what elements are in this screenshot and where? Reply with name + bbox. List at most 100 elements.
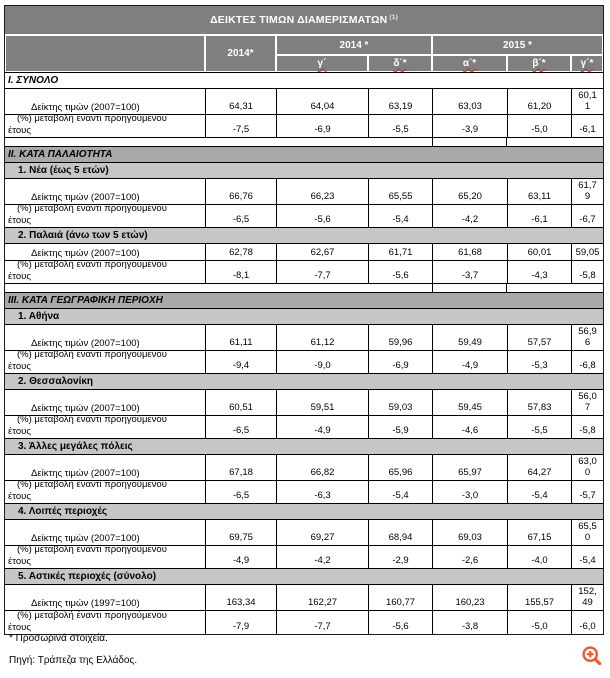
index-row-value: 160,23 — [455, 597, 485, 609]
index-row-value-cell: 65,97 — [432, 455, 507, 480]
source-note: Πηγή: Τράπεζα της Ελλάδος. — [9, 655, 138, 666]
index-row-value: 163,34 — [226, 597, 256, 609]
index-row-value: 57,83 — [527, 402, 552, 414]
pct-change-row-value-cell: -5,0 — [507, 115, 571, 137]
pct-change-row-value: -5,4 — [531, 490, 548, 502]
index-row-label-text: Δείκτης τιμών (2007=100) — [31, 338, 140, 349]
index-row-value: 160,77 — [385, 597, 416, 609]
index-row-value-cell: 59,96 — [368, 325, 432, 350]
pct-row-label: (%) μεταβολή έναντι προηγούμενου έτους — [5, 205, 205, 227]
pct-change-row-value: -5,6 — [314, 214, 331, 226]
index-row-value: 59,03 — [388, 402, 413, 414]
pct-change-row-value-cell: -5,4 — [368, 481, 432, 503]
index-row-value: 65,96 — [388, 467, 413, 479]
index-row-value: 64,27 — [527, 467, 552, 479]
col-header-2015-q3: γ´* — [571, 55, 603, 72]
subsection-header: 1. Νέα (έως 5 ετών) — [5, 163, 603, 179]
pct-row-label-text: (%) μεταβολή έναντι προηγούμενου έτους — [8, 481, 167, 502]
pct-row-label-text: (%) μεταβολή έναντι προηγούμενου έτους — [8, 205, 167, 226]
index-row-label: Δείκτης τιμών (2007=100) — [5, 179, 205, 204]
pct-change-row-value: -4,3 — [531, 270, 548, 282]
pct-change-row-value-cell: -6,1 — [507, 205, 571, 227]
spacer-cell — [432, 284, 507, 292]
index-row-label-text: Δείκτης τιμών (1997=100) — [31, 598, 140, 609]
index-row-value: 69,03 — [458, 532, 482, 544]
index-row-value-cell: 64,27 — [507, 455, 571, 480]
index-row-value: 65,97 — [458, 467, 482, 479]
index-row-label-text: Δείκτης τιμών (2007=100) — [31, 468, 140, 479]
pct-change-row-value-cell: -6,3 — [276, 481, 368, 503]
subsection-header: 1. Αθήνα — [5, 309, 603, 325]
index-row-value: 66,76 — [229, 191, 253, 203]
col-header-2014-q3-label: γ´ — [317, 58, 327, 69]
index-row-value: 162,27 — [307, 597, 338, 609]
pct-change-row-value-cell: -6,5 — [205, 205, 276, 227]
pct-change-row-value-cell: -4,6 — [432, 416, 507, 438]
pct-change-row-value-cell: -6,7 — [571, 205, 603, 227]
pct-change-row-value-cell: -3,7 — [432, 261, 507, 283]
index-row-value-cell: 57,83 — [507, 390, 571, 415]
row-label-header-cell — [5, 35, 205, 72]
index-row-value: 67,18 — [229, 467, 253, 479]
index-row-value: 61,68 — [458, 247, 482, 259]
apartment-price-index-table: ΔΕΙΚΤΕΣ ΤΙΜΩΝ ΔΙΑΜΕΡΙΣΜΑΤΩΝ (1) 2014* 20… — [4, 5, 604, 635]
pct-change-row-value-cell: -3,8 — [432, 611, 507, 634]
index-row-value-cell: 59,05 — [571, 244, 603, 260]
index-row-label: Δείκτης τιμών (2007=100) — [5, 89, 205, 114]
pct-change-row-value: -6,1 — [579, 124, 596, 136]
col-header-2014-annual: 2014* — [205, 35, 276, 72]
pct-change-row: (%) μεταβολή έναντι προηγούμενου έτους -6… — [5, 416, 603, 439]
index-row: Δείκτης τιμών (2007=100) 66,76 66,23 65,55 6… — [5, 179, 603, 205]
table-column-headers: 2014* 2014 * 2015 * γ´ δ´* α´* β´* γ´* — [5, 35, 603, 72]
index-row: Δείκτης τιμών (2007=100) 64,31 64,04 63,19 6… — [5, 89, 603, 115]
pct-change-row-value-cell: -5,9 — [368, 416, 432, 438]
index-row-value: 66,23 — [310, 191, 335, 203]
index-row-value: 61,71 — [388, 247, 413, 259]
pct-change-row-value-cell: -5,0 — [507, 611, 571, 634]
col-header-2015-q1: α´* — [432, 55, 507, 72]
pct-row-label-text: (%) μεταβολή έναντι προηγούμενου έτους — [8, 416, 167, 437]
subsection-header: 4. Λοιπές περιοχές — [5, 504, 603, 520]
pct-change-row-value-cell: -6,1 — [571, 115, 603, 137]
index-row-value: 152, 49 — [578, 586, 597, 609]
index-row-value-cell: 69,03 — [432, 520, 507, 545]
pct-change-row-value: -7,5 — [232, 124, 250, 136]
pct-change-row-value: -6,9 — [314, 124, 331, 136]
pct-change-row-value-cell: -5,4 — [571, 546, 603, 568]
subsection-header-label: 3. Άλλες μεγάλες πόλεις — [18, 441, 133, 452]
pct-change-row-value-cell: -5,3 — [507, 351, 571, 373]
index-row-value-cell: 61,71 — [368, 244, 432, 260]
index-row-value: 56,0 7 — [578, 391, 597, 414]
pct-change-row-value: -5,6 — [392, 270, 409, 282]
pct-change-row-value-cell: -5,5 — [507, 416, 571, 438]
index-row-value-cell: 56,0 7 — [571, 390, 603, 415]
index-row-value: 61,11 — [229, 337, 253, 349]
index-row-value-cell: 60,51 — [205, 390, 276, 415]
index-row-value: 63,19 — [388, 101, 413, 113]
index-row-value: 63,11 — [527, 191, 552, 203]
index-row-value: 64,31 — [229, 101, 253, 113]
col-header-2014-q4-label: δ´* — [393, 58, 407, 69]
pct-change-row-value-cell: -3,0 — [432, 481, 507, 503]
index-row-value-cell: 60,01 — [507, 244, 571, 260]
zoom-in-icon[interactable] — [581, 645, 603, 667]
section-header: I. ΣΥΝΟΛΟ — [5, 73, 603, 89]
pct-change-row-value: -5,5 — [392, 124, 409, 136]
pct-change-row-value: -6,9 — [392, 360, 409, 372]
pct-change-row-value-cell: -5,8 — [571, 261, 603, 283]
index-row-label-text: Δείκτης τιμών (2007=100) — [31, 102, 140, 113]
index-row-value: 60,51 — [229, 402, 253, 414]
index-row-value-cell: 59,03 — [368, 390, 432, 415]
subsection-header: 3. Άλλες μεγάλες πόλεις — [5, 439, 603, 455]
pct-change-row-value-cell: -4,2 — [276, 546, 368, 568]
pct-change-row-value: -5,0 — [531, 621, 548, 633]
pct-change-row: (%) μεταβολή έναντι προηγούμενου έτους -6… — [5, 481, 603, 504]
index-row-value-cell: 63,03 — [432, 89, 507, 114]
col-group-2014: 2014 * — [276, 35, 432, 55]
spacer-cell — [205, 138, 276, 146]
pct-change-row: (%) μεταβολή έναντι προηγούμενου έτους -7… — [5, 611, 603, 634]
col-group-2014-label: 2014 * — [339, 39, 369, 51]
section-header-label: I. ΣΥΝΟΛΟ — [8, 75, 59, 86]
index-row-value-cell: 67,18 — [205, 455, 276, 480]
